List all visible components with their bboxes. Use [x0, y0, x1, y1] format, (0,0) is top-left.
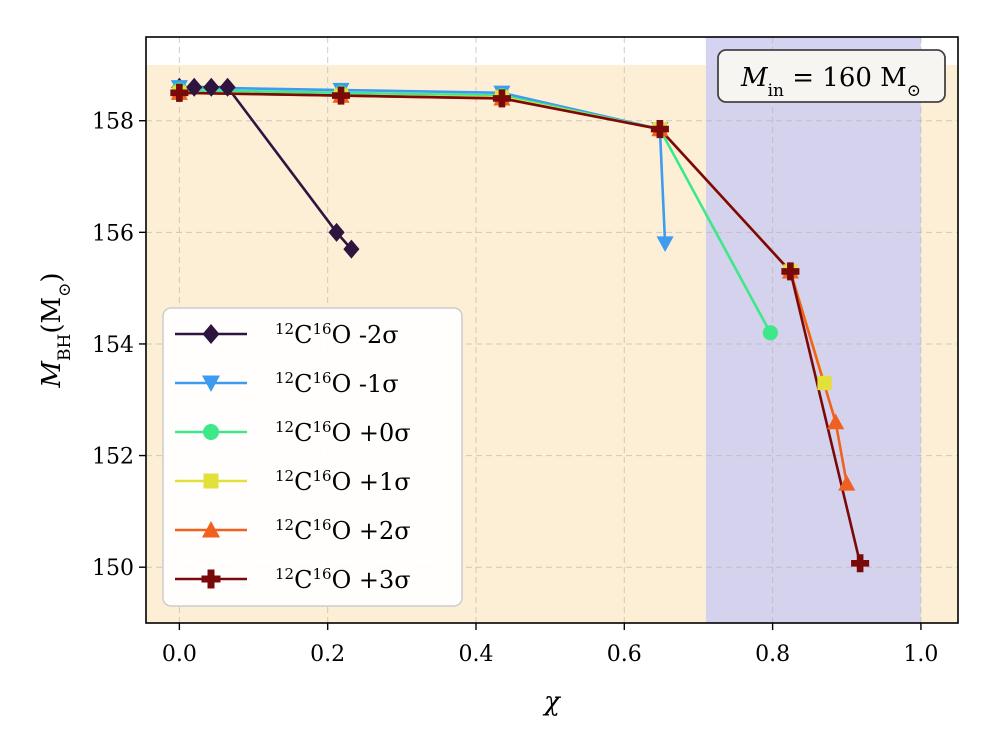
legend: 12C16O -2σ 12C16O -1σ 12C16O +0σ 12C16O +1σ…	[162, 307, 463, 607]
data-point	[186, 77, 203, 97]
legend-marker	[202, 375, 220, 392]
x-axis-label: χ	[542, 687, 562, 717]
annotation-rest: = 160 M	[784, 63, 907, 93]
plot-frame	[145, 36, 959, 624]
x-tick-label: 0.2	[310, 642, 345, 667]
legend-label: 12C16O +0σ	[275, 418, 411, 447]
data-point	[332, 86, 351, 105]
series-line-5	[179, 91, 862, 564]
x-tick-label: 0.8	[755, 642, 790, 667]
data-point	[781, 262, 800, 281]
x-tick-label: 1.0	[903, 642, 938, 667]
legend-marker	[203, 424, 219, 440]
data-point	[343, 239, 360, 259]
legend-entry: 12C16O -1σ	[175, 369, 399, 398]
data-point	[219, 77, 236, 97]
y-tick-label: 156	[92, 221, 134, 246]
legend-marker	[202, 324, 220, 344]
x-tick-label: 0.4	[458, 642, 493, 667]
data-point	[656, 236, 674, 253]
legend-entry: 12C16O +2σ	[175, 516, 411, 545]
y-axis-label-main: M	[37, 360, 67, 389]
legend-entry: 12C16O -2σ	[175, 320, 399, 349]
data-point	[492, 89, 511, 108]
y-axis-label-unit-sub: ⊙	[55, 283, 75, 297]
annotation-sub: in	[768, 81, 784, 101]
x-axis-ticks: 0.0 0.2 0.4 0.6 0.8 1.0	[162, 623, 938, 667]
data-point	[838, 474, 856, 491]
legend-entry: 12C16O +0σ	[175, 418, 411, 447]
series-markers	[170, 77, 870, 573]
legend-marker	[202, 521, 220, 538]
legend-marker	[201, 569, 221, 589]
legend-entry: 12C16O +3σ	[175, 565, 411, 594]
legend-entry: 12C16O +1σ	[175, 467, 411, 496]
legend-label: 12C16O +1σ	[275, 467, 411, 496]
data-point	[328, 222, 345, 242]
legend-label: 12C16O +3σ	[275, 565, 411, 594]
data-point	[170, 83, 189, 102]
y-axis-label-sub: BH	[55, 334, 75, 361]
y-tick-label: 150	[92, 556, 134, 581]
data-point	[762, 325, 778, 341]
y-tick-label: 154	[92, 333, 134, 358]
annotation-box: Min = 160 M⊙	[717, 49, 946, 103]
y-axis-label-close: )	[37, 272, 67, 282]
legend-label: 12C16O -1σ	[275, 369, 399, 398]
shaded-region-vertical	[705, 37, 921, 623]
y-axis-label: MBH(M⊙)	[37, 272, 75, 388]
legend-box	[162, 307, 463, 607]
x-tick-label: 0.6	[607, 642, 642, 667]
legend-label: 12C16O +2σ	[275, 516, 411, 545]
legend-entries: 12C16O -2σ 12C16O -1σ 12C16O +0σ 12C16O +1σ…	[175, 320, 411, 594]
annotation-main: M	[740, 63, 769, 93]
y-tick-label: 158	[92, 110, 134, 135]
data-point	[851, 554, 870, 573]
y-axis-label-unit: (M	[37, 297, 67, 334]
data-point	[817, 375, 832, 391]
y-tick-label: 152	[92, 445, 134, 470]
legend-label: 12C16O -2σ	[275, 320, 399, 349]
x-tick-label: 0.0	[162, 642, 197, 667]
data-point	[203, 77, 220, 97]
data-point	[827, 413, 845, 430]
annotation-text: Min = 160 M⊙	[740, 63, 921, 101]
data-point	[650, 120, 669, 139]
y-axis-ticks: 150 152 154 156 158	[92, 110, 146, 581]
legend-marker	[203, 473, 219, 489]
annotation-unit-sub: ⊙	[907, 81, 921, 101]
